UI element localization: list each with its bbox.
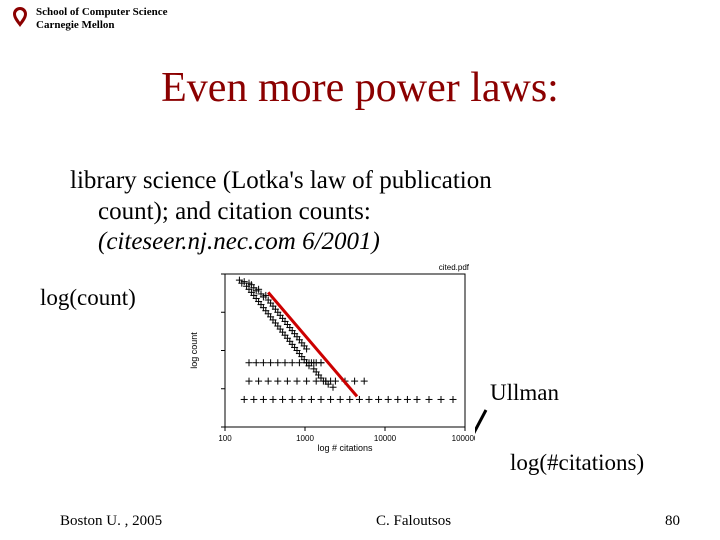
cmu-logo-icon [10,6,30,33]
svg-text:log # citations: log # citations [317,443,373,453]
slide-header: School of Computer Science Carnegie Mell… [10,6,167,33]
svg-text:1000: 1000 [296,434,314,443]
slide-footer: Boston U. , 2005 C. Faloutsos 80 [0,513,720,530]
chart-ylabel: log(count) [40,285,136,311]
svg-text:log count: log count [189,332,199,369]
body-line-3: (citeseer.nj.nec.com 6/2001) [70,227,660,258]
citation-chart: cited.pdf log count log # citations 100 1000… [185,260,475,455]
header-univ: Carnegie Mellon [36,19,167,32]
body-line-1: library science (Lotka's law of publicat… [70,166,660,197]
footer-center: C. Faloutsos [376,513,451,530]
callout-label: Ullman [490,380,559,406]
svg-text:cited.pdf: cited.pdf [439,263,470,272]
svg-text:100000: 100000 [452,434,475,443]
svg-text:100: 100 [218,434,232,443]
slide-title: Even more power laws: [0,64,720,112]
footer-right: 80 [665,513,680,530]
chart-xlabel: log(#citations) [510,450,644,476]
body-line-2: count); and citation counts: [70,197,660,228]
header-dept: School of Computer Science [36,6,167,19]
footer-left: Boston U. , 2005 [60,513,162,530]
slide-body: library science (Lotka's law of publicat… [70,166,660,258]
svg-text:10000: 10000 [374,434,397,443]
